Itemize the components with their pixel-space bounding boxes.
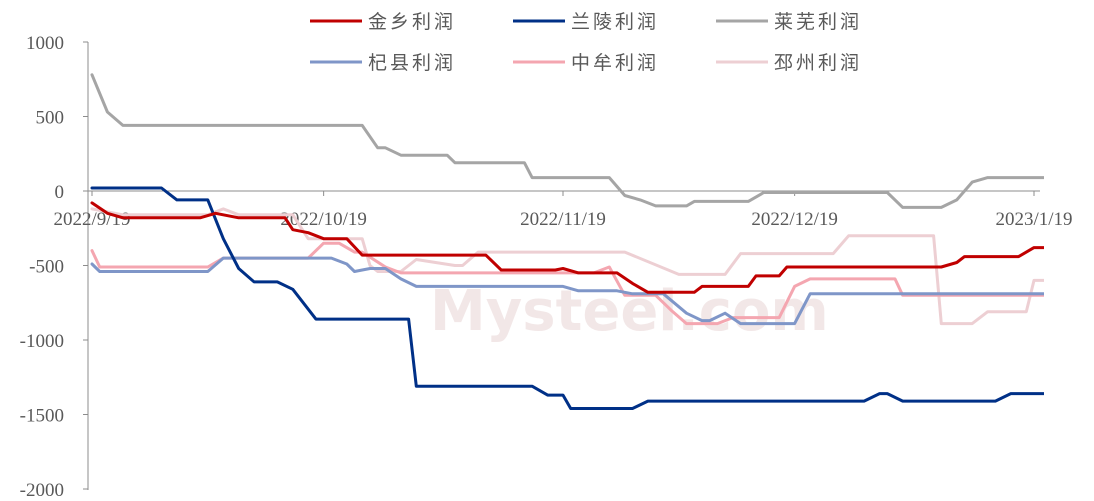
y-tick-label: 500: [36, 108, 65, 129]
legend-label: 兰陵利润: [571, 11, 659, 33]
y-tick-label: -2000: [20, 480, 64, 501]
legend-label: 金乡利润: [368, 11, 456, 33]
x-tick-label: 2022/12/19: [751, 209, 838, 230]
y-tick-label: 1000: [26, 33, 64, 54]
x-tick-label: 2022/11/19: [520, 209, 606, 230]
y-tick-label: -1000: [20, 331, 64, 352]
watermark-text: Mysteel.com: [430, 279, 829, 344]
legend-label: 中牟利润: [571, 52, 659, 74]
legend-label: 杞县利润: [368, 52, 456, 74]
series-line-1: [90, 201, 1044, 294]
series-lines: [90, 73, 1044, 410]
x-tick-label: 2022/9/19: [53, 209, 130, 230]
series-line-6: [90, 207, 1044, 326]
series-line-4: [90, 256, 1044, 326]
x-tick-label: 2023/1/19: [995, 209, 1072, 230]
legend-label: 莱芜利润: [774, 11, 862, 33]
axes: 1000 500 0 -500 -1000 -1500 -2000 2022/9/19 2022…: [20, 33, 1073, 501]
series-line-2: [90, 186, 1044, 410]
y-tick-label: -1500: [20, 406, 64, 427]
legend-label: 邳州利润: [774, 52, 862, 74]
series-line-3: [90, 73, 1044, 209]
y-tick-label: -500: [29, 257, 64, 278]
y-tick-label: 0: [55, 182, 65, 203]
x-tick-label: 2022/10/19: [280, 209, 367, 230]
watermark: Mysteel.com: [430, 279, 829, 344]
